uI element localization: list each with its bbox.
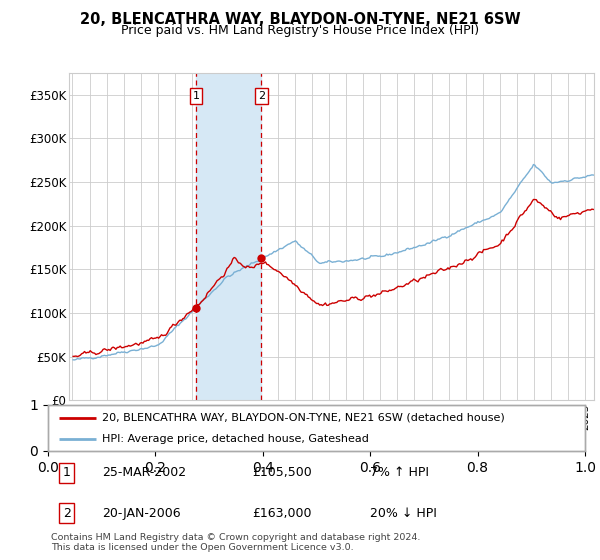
Text: 1: 1: [193, 91, 199, 101]
Text: 2: 2: [258, 91, 265, 101]
Text: 2: 2: [63, 506, 71, 520]
Text: 7% ↑ HPI: 7% ↑ HPI: [370, 466, 429, 479]
Bar: [196, 73, 262, 400]
Text: 20% ↓ HPI: 20% ↓ HPI: [370, 506, 437, 520]
Text: 20, BLENCATHRA WAY, BLAYDON-ON-TYNE, NE21 6SW: 20, BLENCATHRA WAY, BLAYDON-ON-TYNE, NE2…: [80, 12, 520, 27]
Text: 25-MAR-2002: 25-MAR-2002: [102, 466, 186, 479]
Text: 1: 1: [63, 466, 71, 479]
Text: Price paid vs. HM Land Registry's House Price Index (HPI): Price paid vs. HM Land Registry's House …: [121, 24, 479, 36]
Text: £105,500: £105,500: [252, 466, 312, 479]
Text: Contains HM Land Registry data © Crown copyright and database right 2024.
This d: Contains HM Land Registry data © Crown c…: [51, 533, 421, 552]
Text: 20, BLENCATHRA WAY, BLAYDON-ON-TYNE, NE21 6SW (detached house): 20, BLENCATHRA WAY, BLAYDON-ON-TYNE, NE2…: [101, 413, 505, 423]
Text: £163,000: £163,000: [252, 506, 311, 520]
Text: HPI: Average price, detached house, Gateshead: HPI: Average price, detached house, Gate…: [101, 435, 368, 444]
Text: 20-JAN-2006: 20-JAN-2006: [102, 506, 181, 520]
